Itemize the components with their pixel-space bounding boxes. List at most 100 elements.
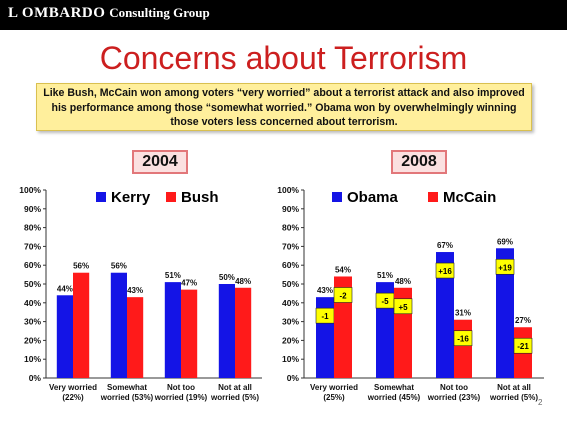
brand-logo: L OMBARDO Consulting Group (8, 5, 210, 22)
bar (218, 284, 235, 378)
change-badge-label: -1 (321, 312, 329, 321)
change-badge-label: +16 (438, 267, 452, 276)
y-tick-label: 10% (24, 354, 41, 364)
bar (436, 252, 454, 378)
change-badge (393, 298, 413, 315)
header-bar: L OMBARDO Consulting Group (0, 0, 567, 30)
y-tick-label: 30% (282, 317, 299, 327)
y-tick-label: 30% (24, 317, 41, 327)
x-tick-label: (22%) (62, 393, 84, 402)
change-badge-label: -5 (381, 297, 389, 306)
y-tick-label: 90% (282, 204, 299, 214)
legend-swatch (96, 192, 106, 202)
bar (127, 297, 144, 378)
callout-line: those voters less concerned about terror… (170, 116, 398, 128)
legend-swatch (332, 192, 342, 202)
callout-box: Like Bush, McCain won among voters “very… (36, 83, 532, 131)
bar-value-label: 47% (181, 279, 197, 288)
y-tick-label: 80% (24, 223, 41, 233)
y-tick-label: 40% (24, 298, 41, 308)
y-tick-label: 50% (282, 279, 299, 289)
x-tick-label: Not too (167, 383, 195, 392)
bar (110, 272, 127, 378)
bar (73, 272, 90, 378)
bar (181, 289, 198, 378)
bar-value-label: 31% (455, 309, 471, 318)
change-badge (495, 258, 515, 275)
bar-value-label: 69% (497, 237, 513, 246)
legend-swatch (166, 192, 176, 202)
y-tick-label: 60% (24, 260, 41, 270)
x-tick-label: worried (23%) (427, 393, 481, 402)
change-badge-label: -21 (517, 342, 529, 351)
bar-value-label: 51% (165, 271, 181, 280)
y-tick-label: 100% (19, 185, 41, 195)
y-tick-label: 10% (282, 354, 299, 364)
slide-title: Concerns about Terrorism (99, 40, 468, 76)
y-tick-label: 90% (24, 204, 41, 214)
change-badge (513, 337, 533, 354)
y-tick-label: 20% (282, 335, 299, 345)
bar-value-label: 54% (335, 265, 351, 274)
year-label-2008: 2008 (391, 150, 447, 174)
y-tick-label: 70% (282, 241, 299, 251)
x-tick-label: Not at all (497, 383, 531, 392)
change-badge-label: -2 (339, 291, 347, 300)
change-badge (435, 262, 455, 279)
bar-value-label: 50% (219, 273, 235, 282)
y-tick-label: 40% (282, 298, 299, 308)
x-tick-label: (25%) (323, 393, 345, 402)
callout-line: his performance among those “somewhat wo… (51, 101, 517, 114)
x-tick-label: Somewhat (107, 383, 147, 392)
bar (164, 282, 181, 378)
change-badge (453, 330, 473, 347)
x-tick-label: Somewhat (374, 383, 414, 392)
x-tick-label: Not too (440, 383, 468, 392)
bar-value-label: 43% (127, 286, 143, 295)
y-tick-label: 0% (287, 373, 300, 383)
legend-label: McCain (443, 189, 496, 206)
bar-value-label: 44% (57, 284, 73, 293)
x-tick-label: worried (5%) (210, 393, 259, 402)
x-tick-label: Very worried (310, 383, 358, 392)
bar (56, 295, 73, 378)
y-tick-label: 70% (24, 241, 41, 251)
legend-label: Bush (181, 189, 219, 206)
y-tick-label: 80% (282, 223, 299, 233)
x-tick-label: worried (19%) (154, 393, 208, 402)
bar-value-label: 56% (73, 262, 89, 271)
x-tick-label: Very worried (49, 383, 97, 392)
brand-main: L OMBARDO (8, 5, 106, 21)
bar-value-label: 48% (235, 277, 251, 286)
y-tick-label: 20% (24, 335, 41, 345)
brand-sub: Consulting Group (109, 5, 210, 20)
y-tick-label: 0% (29, 373, 42, 383)
bar-value-label: 56% (111, 262, 127, 271)
bar (235, 287, 252, 378)
change-badge (333, 287, 353, 303)
legend-label: Obama (347, 189, 399, 206)
y-tick-label: 60% (282, 260, 299, 270)
x-tick-label: worried (5%) (489, 393, 538, 402)
legend-swatch (428, 192, 438, 202)
bar (454, 319, 472, 378)
bar-value-label: 51% (377, 271, 393, 280)
change-badge-label: +5 (398, 303, 408, 312)
y-tick-label: 100% (277, 185, 299, 195)
callout-line: Like Bush, McCain won among voters “very… (43, 87, 525, 99)
x-tick-label: worried (45%) (367, 393, 421, 402)
y-tick-label: 50% (24, 279, 41, 289)
change-badge-label: -16 (457, 335, 469, 344)
x-tick-label: worried (53%) (100, 393, 154, 402)
bar-value-label: 27% (515, 316, 531, 325)
legend-label: Kerry (111, 189, 151, 206)
year-label-2004: 2004 (132, 150, 188, 174)
bar-value-label: 48% (395, 277, 411, 286)
page-number: 2 (538, 398, 543, 407)
x-tick-label: Not at all (218, 383, 252, 392)
bar-value-label: 67% (437, 241, 453, 250)
bar-value-label: 43% (317, 286, 333, 295)
bar (496, 248, 514, 378)
change-badge-label: +19 (498, 263, 512, 272)
